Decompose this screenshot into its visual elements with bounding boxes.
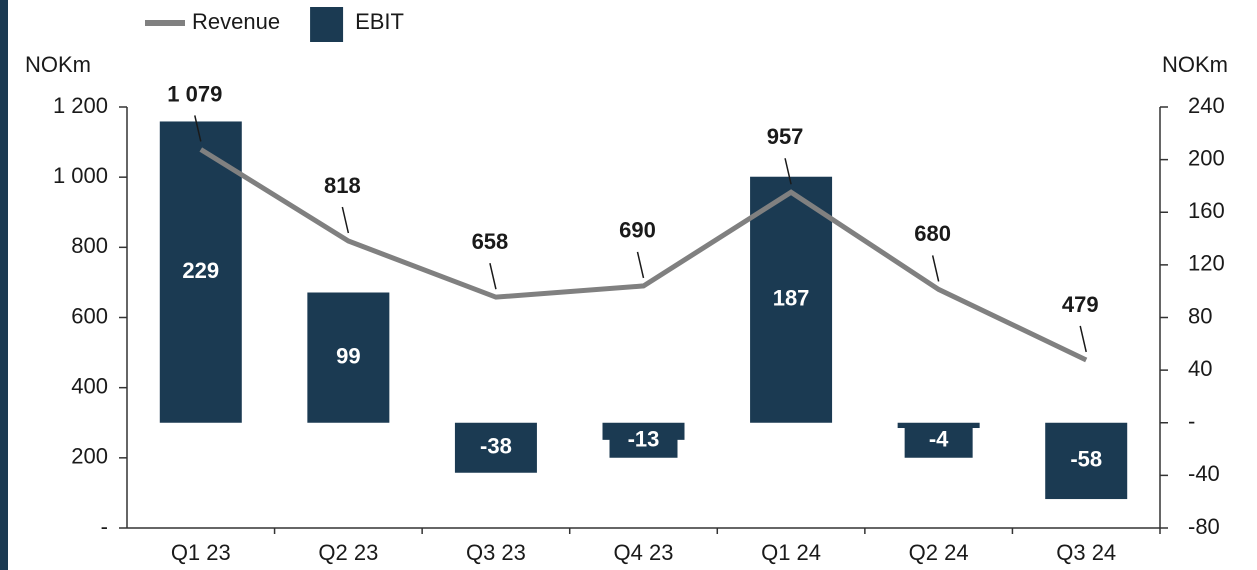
y2-tick-label: 200 <box>1188 145 1225 170</box>
data-label: 658 <box>472 229 509 254</box>
x-tick-label: Q1 24 <box>761 540 821 565</box>
bar <box>307 292 390 423</box>
data-label: 1 079 <box>167 81 222 106</box>
legend-swatch <box>310 7 344 42</box>
leader-line <box>489 262 497 290</box>
x-tick-label: Q3 24 <box>1056 540 1116 565</box>
leader-line <box>931 255 940 282</box>
x-tick-label: Q3 23 <box>466 540 526 565</box>
x-tick-label: Q2 23 <box>318 540 378 565</box>
data-label: 187 <box>773 286 810 311</box>
data-label: 957 <box>767 124 804 149</box>
y-tick-label: 1 200 <box>53 93 108 118</box>
data-label: 818 <box>324 173 361 198</box>
leader-line <box>194 115 202 142</box>
data-label: 479 <box>1062 292 1099 317</box>
y2-tick-label: 80 <box>1188 303 1212 328</box>
y-tick-label: 600 <box>71 303 108 328</box>
data-label: -58 <box>1070 447 1102 472</box>
label-box <box>609 423 678 458</box>
bar <box>159 121 242 423</box>
y2-tick-label: -80 <box>1188 514 1220 539</box>
bar <box>1045 422 1128 500</box>
y2-tick-label: 160 <box>1188 198 1225 223</box>
y-tick-label: 1 000 <box>53 163 108 188</box>
data-label: 229 <box>182 258 219 283</box>
bar <box>454 422 537 473</box>
bar <box>750 176 833 423</box>
y2-tick-label: 120 <box>1188 251 1225 276</box>
y-axis-label: NOKm <box>25 52 91 77</box>
data-label: -38 <box>480 434 512 459</box>
leader-line <box>636 251 645 279</box>
data-label: 690 <box>619 218 656 243</box>
y2-tick-label: -40 <box>1188 461 1220 486</box>
edge-strip <box>0 0 8 570</box>
leader-line <box>784 158 792 185</box>
y2-tick-label: - <box>1188 409 1195 434</box>
leader-line <box>1079 325 1087 353</box>
y2-axis-label: NOKm <box>1162 52 1228 77</box>
data-label: 680 <box>914 221 951 246</box>
line <box>199 147 1088 363</box>
y-tick-label: 200 <box>71 444 108 469</box>
y-tick-label: - <box>101 514 108 539</box>
y2-tick-label: 240 <box>1188 93 1225 118</box>
leader-line <box>341 206 350 234</box>
data-label: -13 <box>628 427 660 452</box>
x-tick-label: Q2 24 <box>909 540 969 565</box>
y-tick-label: 400 <box>71 373 108 398</box>
data-label: -4 <box>929 427 949 452</box>
y2-tick-label: 40 <box>1188 356 1212 381</box>
x-tick-label: Q4 23 <box>614 540 674 565</box>
label-box <box>904 423 973 458</box>
x-tick-label: Q1 23 <box>171 540 231 565</box>
data-label: 99 <box>336 343 360 368</box>
legend-label: Revenue <box>192 9 280 34</box>
legend-label: EBIT <box>355 9 404 34</box>
y-tick-label: 800 <box>71 233 108 258</box>
